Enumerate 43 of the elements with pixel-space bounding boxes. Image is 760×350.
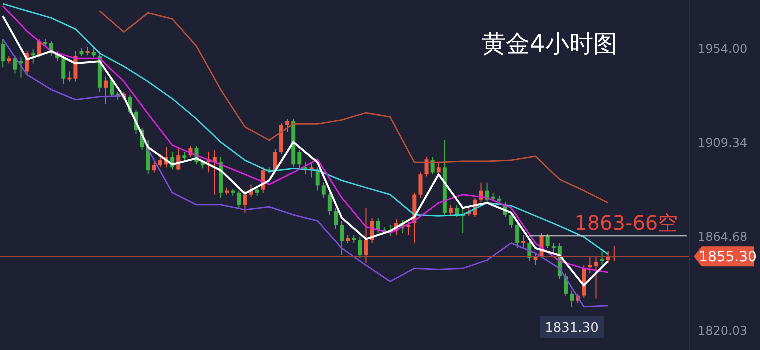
candlestick	[510, 212, 514, 229]
candlestick	[436, 162, 441, 176]
candlestick	[455, 204, 460, 218]
candlestick	[243, 190, 248, 214]
candlestick	[364, 208, 368, 264]
candlestick	[13, 56, 18, 74]
candlestick	[594, 256, 598, 300]
candlestick	[600, 250, 604, 266]
text: 黄金4小时图	[482, 29, 618, 60]
candlestick	[316, 167, 320, 192]
candlestick	[158, 154, 162, 168]
candlestick	[31, 49, 36, 64]
candlestick	[376, 218, 380, 234]
candlestick	[152, 162, 156, 174]
annotation: 1831.30	[545, 321, 599, 336]
y-tick-label: 1954.00	[698, 42, 748, 56]
candlestick	[334, 208, 338, 230]
candlestick	[516, 222, 520, 249]
candlestick	[546, 234, 550, 249]
candlestick	[92, 46, 96, 58]
candlestick	[298, 150, 302, 172]
candlestick	[237, 190, 242, 209]
y-tick-label: 1864.68	[698, 230, 748, 244]
candlestick	[552, 242, 556, 254]
candlestick	[448, 204, 453, 216]
candlestick	[358, 236, 362, 259]
candlestick	[522, 234, 526, 249]
y-tick-label: 1909.34	[698, 136, 748, 150]
candlestick	[570, 290, 574, 308]
candlestick	[104, 76, 108, 104]
candlestick	[340, 220, 344, 256]
candlestick	[588, 256, 592, 274]
candlestick	[606, 250, 610, 264]
y-tick-label: 1820.03	[698, 324, 748, 338]
ref-line-label: 1863-66空	[574, 211, 678, 236]
candlestick	[286, 118, 290, 133]
candlestick	[62, 56, 66, 84]
candlestick	[406, 222, 411, 236]
candlestick	[322, 182, 326, 198]
candlestick	[328, 192, 332, 216]
candlestick	[424, 157, 429, 178]
candlestick	[1, 38, 6, 68]
candlestick	[418, 172, 423, 198]
